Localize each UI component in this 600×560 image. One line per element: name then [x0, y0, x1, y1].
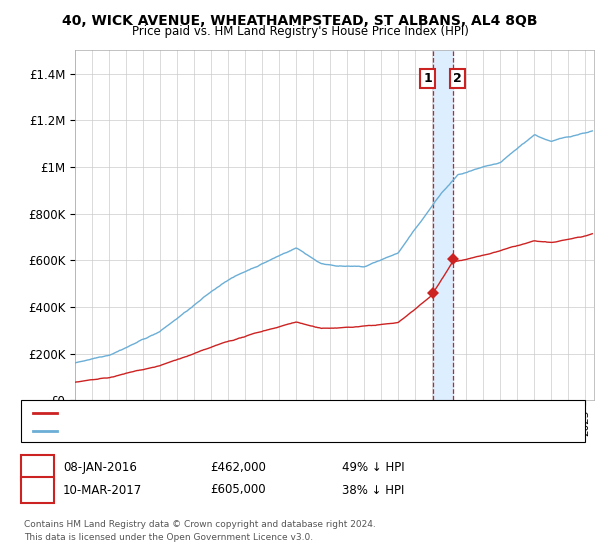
Text: 38% ↓ HPI: 38% ↓ HPI — [342, 483, 404, 497]
Text: This data is licensed under the Open Government Licence v3.0.: This data is licensed under the Open Gov… — [24, 533, 313, 542]
Bar — [433, 50, 452, 400]
Text: £462,000: £462,000 — [210, 461, 266, 474]
Text: 2: 2 — [454, 72, 462, 85]
Text: Contains HM Land Registry data © Crown copyright and database right 2024.: Contains HM Land Registry data © Crown c… — [24, 520, 376, 529]
Text: 49% ↓ HPI: 49% ↓ HPI — [342, 461, 404, 474]
Text: 40, WICK AVENUE, WHEATHAMPSTEAD, ST ALBANS, AL4 8QB: 40, WICK AVENUE, WHEATHAMPSTEAD, ST ALBA… — [62, 14, 538, 28]
Text: 1: 1 — [424, 72, 432, 85]
Text: HPI: Average price, detached house, St Albans: HPI: Average price, detached house, St A… — [63, 426, 305, 436]
Text: 10-MAR-2017: 10-MAR-2017 — [63, 483, 142, 497]
Text: Price paid vs. HM Land Registry's House Price Index (HPI): Price paid vs. HM Land Registry's House … — [131, 25, 469, 38]
Text: £605,000: £605,000 — [210, 483, 266, 497]
Text: 40, WICK AVENUE, WHEATHAMPSTEAD, ST ALBANS, AL4 8QB (detached house): 40, WICK AVENUE, WHEATHAMPSTEAD, ST ALBA… — [63, 408, 474, 418]
Text: 1: 1 — [34, 461, 41, 474]
Text: 2: 2 — [34, 483, 41, 497]
Text: 08-JAN-2016: 08-JAN-2016 — [63, 461, 137, 474]
